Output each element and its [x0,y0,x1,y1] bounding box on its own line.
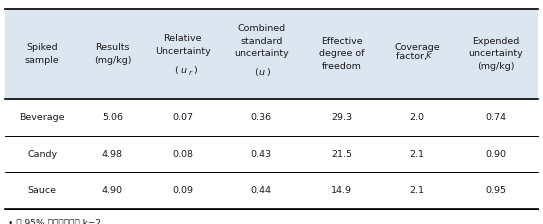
Text: factor,: factor, [396,52,430,60]
Text: Relative
Uncertainty: Relative Uncertainty [155,34,211,56]
Text: Combined
standard
uncertainty: Combined standard uncertainty [234,24,289,58]
Text: 2.1: 2.1 [409,149,425,159]
Text: k: k [425,52,431,60]
Text: 0.07: 0.07 [172,112,193,122]
Text: Coverage: Coverage [394,43,440,52]
Text: (: ( [254,68,258,77]
Text: u: u [181,66,187,75]
Text: 0.09: 0.09 [172,186,193,196]
Text: 0.95: 0.95 [485,186,506,196]
Text: Sauce: Sauce [28,186,56,196]
Text: ): ) [193,66,197,75]
Text: 0.36: 0.36 [251,112,272,122]
Text: 0.43: 0.43 [251,149,272,159]
Bar [5,9,538,99]
Text: 5.06: 5.06 [102,112,123,122]
Text: 2.0: 2.0 [409,112,425,122]
Text: 2.1: 2.1 [409,186,425,196]
Text: 14.9: 14.9 [331,186,352,196]
Text: • 약 95% 신뢰수준에서 k=2: • 약 95% 신뢰수준에서 k=2 [8,218,101,224]
Text: 4.98: 4.98 [102,149,123,159]
Text: Results
(mg/kg): Results (mg/kg) [94,43,131,65]
Text: Beverage: Beverage [20,112,65,122]
Text: Expended
uncertainty
(mg/kg): Expended uncertainty (mg/kg) [468,37,523,71]
Text: 4.90: 4.90 [102,186,123,196]
Text: r: r [189,70,192,76]
Text: 21.5: 21.5 [331,149,352,159]
Text: Candy: Candy [27,149,57,159]
Text: 0.74: 0.74 [485,112,506,122]
Text: Spiked
sample: Spiked sample [25,43,59,65]
Text: 0.44: 0.44 [251,186,272,196]
Text: 0.90: 0.90 [485,149,506,159]
Text: 29.3: 29.3 [331,112,352,122]
Text: u: u [259,68,265,77]
Text: (: ( [174,66,178,75]
Text: Effective
degree of
freedom: Effective degree of freedom [319,37,364,71]
Text: 0.08: 0.08 [172,149,193,159]
Text: ): ) [266,68,270,77]
